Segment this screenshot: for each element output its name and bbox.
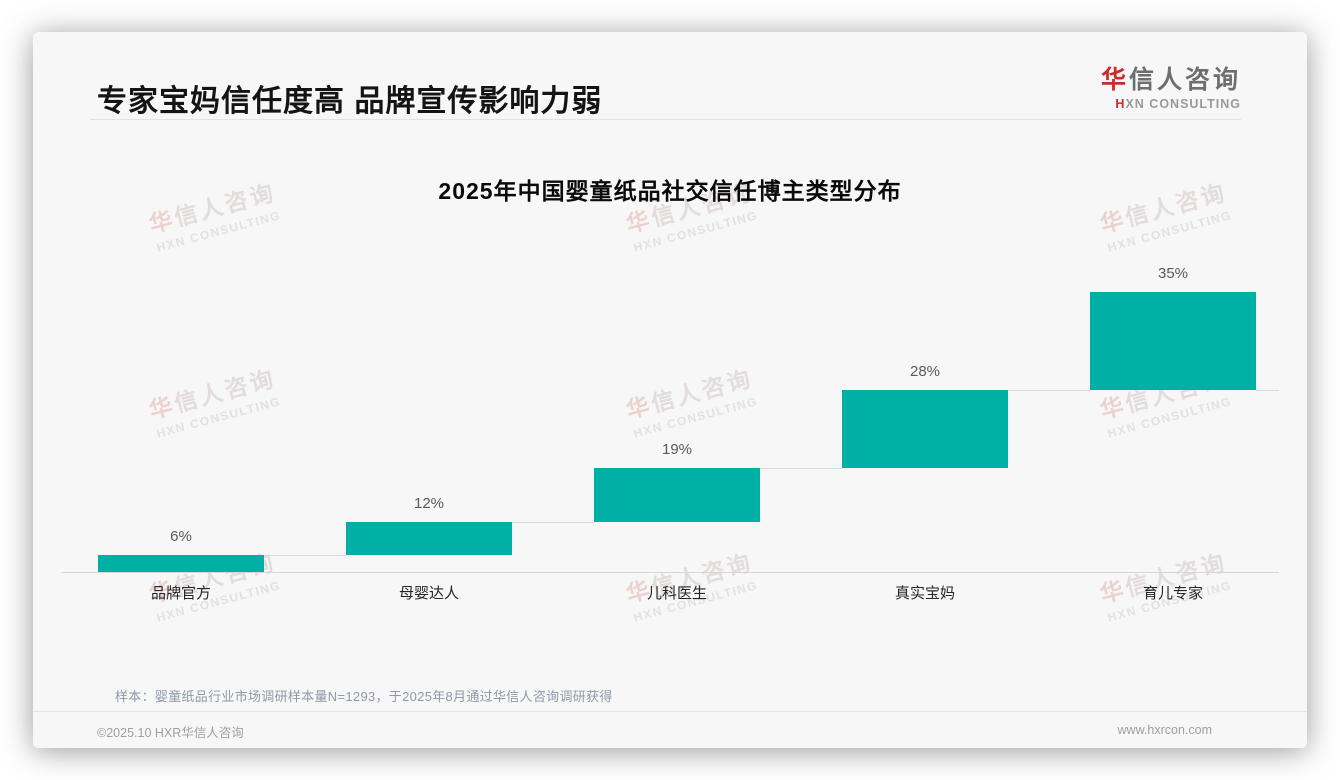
waterfall-bar xyxy=(594,468,760,522)
waterfall-bar xyxy=(346,521,512,556)
logo-cn-text: 华信人咨询 xyxy=(1101,60,1241,96)
header-divider xyxy=(90,119,1241,120)
waterfall-connector xyxy=(1256,390,1279,391)
logo-cn-accent: 华 xyxy=(1100,66,1129,94)
page-title: 专家宝妈信任度高 品牌宣传影响力弱 xyxy=(97,85,603,118)
category-label: 品牌官方 xyxy=(150,585,211,602)
footer-divider xyxy=(33,711,1307,712)
logo-en-text: HXN CONSULTING xyxy=(1101,97,1241,111)
plot-area: 6% 品牌官方 12% 母婴达人 19% 儿科医生 28% 真实宝妈 35% 育儿专家 xyxy=(33,32,1307,748)
logo-cn-rest: 信人咨询 xyxy=(1128,66,1241,94)
category-label: 儿科医生 xyxy=(646,585,707,602)
value-label: 19% xyxy=(661,441,693,459)
website-url: www.hxrcon.com xyxy=(1117,723,1212,737)
value-label: 28% xyxy=(909,363,941,380)
logo-en-rest: XN CONSULTING xyxy=(1125,97,1241,111)
chart-title: 2025年中国婴童纸品社交信任博主类型分布 xyxy=(438,178,902,204)
value-label: 6% xyxy=(170,528,192,546)
copyright-text: ©2025.10 HXR华信人咨询 xyxy=(97,726,244,740)
logo-en-accent: H xyxy=(1115,97,1126,111)
sample-footnote: 样本：婴童纸品行业市场调研样本量N=1293，于2025年8月通过华信人咨询调研… xyxy=(115,689,613,704)
waterfall-bar xyxy=(1090,292,1256,390)
category-label: 母婴达人 xyxy=(398,585,459,602)
waterfall-bar xyxy=(842,390,1008,469)
waterfall-connector xyxy=(1008,390,1090,391)
waterfall-connector xyxy=(264,555,346,557)
value-label: 35% xyxy=(1157,265,1189,282)
waterfall-connector xyxy=(760,468,842,470)
category-label: 育儿专家 xyxy=(1142,585,1203,602)
x-axis-line xyxy=(61,572,1279,573)
waterfall-bar xyxy=(98,555,264,572)
category-label: 真实宝妈 xyxy=(894,585,955,602)
value-label: 12% xyxy=(413,494,445,512)
slide-card: 华信人咨询 HXN CONSULTING 华信人咨询 HXN CONSULTING 华信… xyxy=(33,32,1307,748)
waterfall-connector xyxy=(512,521,594,523)
company-logo: 华信人咨询 HXN CONSULTING xyxy=(1101,60,1241,111)
